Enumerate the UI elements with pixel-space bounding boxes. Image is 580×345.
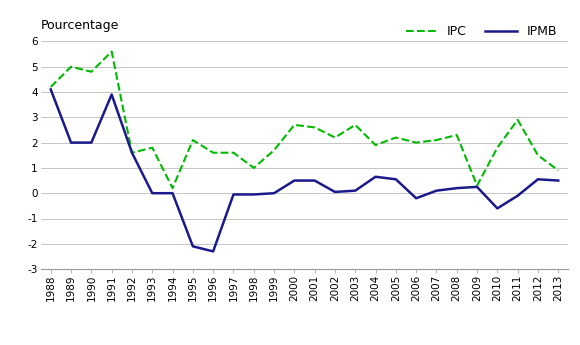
IPC	[331, 136, 338, 140]
IPC	[189, 138, 196, 142]
IPC	[494, 146, 501, 150]
IPMB	[413, 196, 420, 200]
IPMB	[148, 191, 155, 195]
Legend: IPC, IPMB: IPC, IPMB	[401, 20, 562, 43]
IPMB	[108, 92, 115, 97]
IPC	[433, 138, 440, 142]
IPMB	[47, 87, 55, 91]
IPC	[351, 123, 358, 127]
IPC	[454, 133, 461, 137]
IPC	[230, 151, 237, 155]
IPMB	[271, 191, 278, 195]
IPC	[271, 148, 278, 152]
IPC	[413, 140, 420, 145]
IPMB	[291, 178, 298, 183]
IPC	[474, 184, 481, 188]
IPMB	[494, 206, 501, 210]
IPC	[210, 151, 217, 155]
Text: Pourcentage: Pourcentage	[41, 19, 119, 32]
IPMB	[189, 244, 196, 248]
IPMB	[128, 151, 135, 155]
IPMB	[331, 190, 338, 194]
Line: IPC: IPC	[51, 51, 558, 188]
IPMB	[474, 185, 481, 189]
IPC	[47, 85, 55, 89]
IPMB	[68, 140, 75, 145]
IPC	[372, 143, 379, 147]
IPMB	[230, 193, 237, 197]
IPMB	[534, 177, 541, 181]
IPC	[88, 70, 95, 74]
IPMB	[251, 193, 258, 197]
IPC	[311, 125, 318, 129]
IPMB	[392, 177, 399, 181]
IPC	[554, 168, 561, 172]
IPMB	[554, 178, 561, 183]
IPMB	[433, 189, 440, 193]
IPMB	[210, 249, 217, 254]
IPMB	[311, 178, 318, 183]
IPMB	[351, 189, 358, 193]
IPC	[291, 123, 298, 127]
IPMB	[514, 194, 521, 198]
IPC	[108, 49, 115, 53]
IPC	[128, 151, 135, 155]
IPMB	[88, 140, 95, 145]
IPMB	[169, 191, 176, 195]
Line: IPMB: IPMB	[51, 89, 558, 252]
IPC	[392, 136, 399, 140]
IPC	[169, 186, 176, 190]
IPMB	[372, 175, 379, 179]
IPC	[251, 166, 258, 170]
IPC	[68, 65, 75, 69]
IPMB	[454, 186, 461, 190]
IPC	[534, 153, 541, 157]
IPC	[514, 118, 521, 122]
IPC	[148, 146, 155, 150]
